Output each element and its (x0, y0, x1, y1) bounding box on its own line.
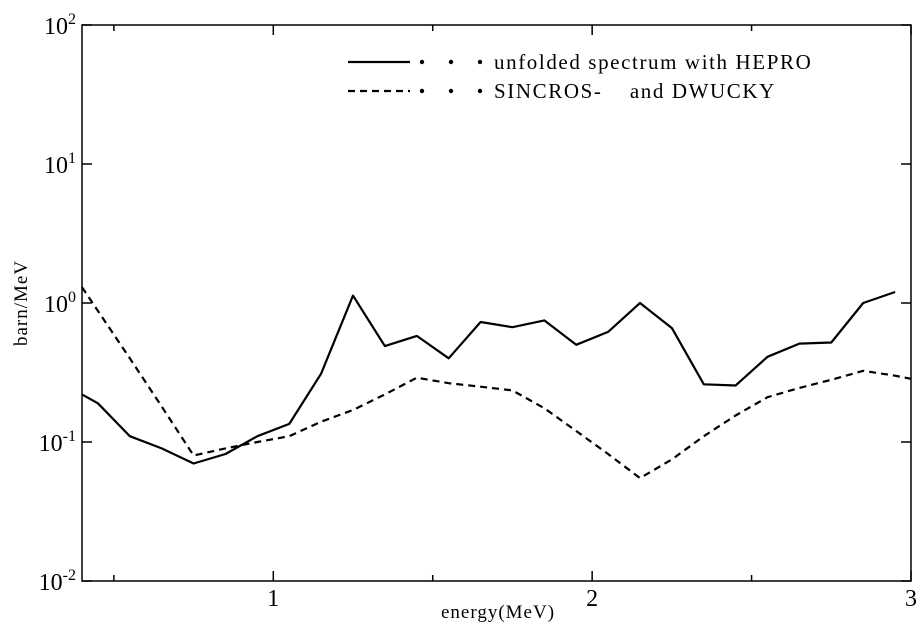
legend-dot (448, 88, 454, 94)
x-tick-label: 1 (267, 586, 279, 612)
x-tick-labels: 1 2 3 (267, 586, 917, 612)
series-line-1 (81, 290, 896, 465)
legend-dot (448, 59, 454, 65)
series-line-2 (81, 286, 912, 480)
y-tick-label: 100 (44, 289, 76, 318)
x-tick-label: 3 (905, 586, 917, 612)
legend-dot (477, 88, 483, 94)
legend-label-2: SINCROS- and DWUCKY (494, 79, 776, 103)
y-tick-labels: 10-2 10-1 100 101 102 (39, 11, 76, 596)
legend: unfolded spectrum with HEPRO SINCROS- and… (348, 50, 812, 103)
y-tick-label: 10-2 (39, 567, 76, 596)
legend-dot (419, 88, 425, 94)
legend-label-1: unfolded spectrum with HEPRO (494, 50, 812, 74)
x-tick-label: 2 (586, 586, 598, 612)
y-tick-label: 102 (44, 11, 76, 40)
y-tick-label: 101 (44, 150, 76, 179)
axis-ticks (82, 24, 912, 582)
legend-dot (477, 59, 483, 65)
y-tick-label: 10-1 (39, 428, 76, 457)
plot-frame (81, 24, 912, 582)
y-axis-label: barn/MeV (11, 260, 32, 346)
legend-dot (419, 59, 425, 65)
x-axis-label: energy(MeV) (441, 602, 555, 623)
series-layer (81, 286, 912, 480)
